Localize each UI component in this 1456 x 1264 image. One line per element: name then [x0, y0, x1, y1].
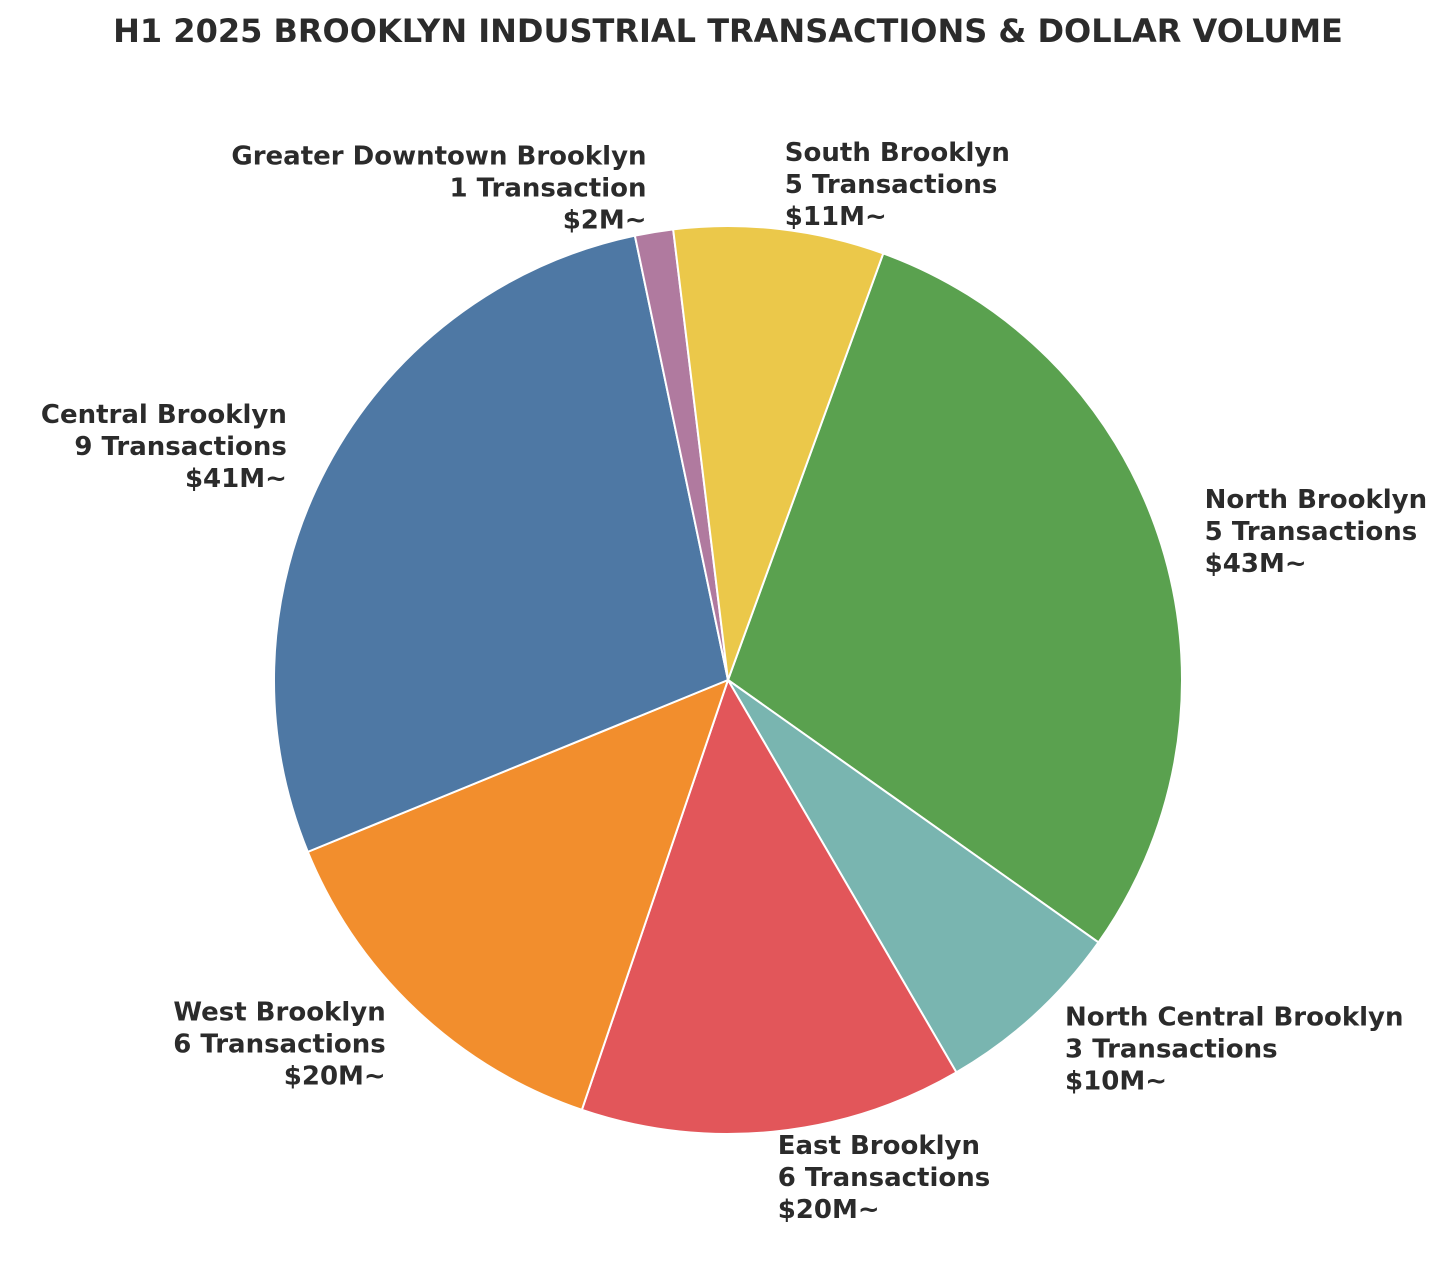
slice-label-name: South Brooklyn	[785, 138, 1010, 168]
slice-label-value: $10M~	[1065, 1066, 1167, 1096]
pie-slice-north-brooklyn	[726, 252, 1183, 944]
slice-label-transactions: 3 Transactions	[1065, 1034, 1278, 1064]
slice-label-south-brooklyn: South Brooklyn 5 Transactions $11M~	[785, 138, 1010, 232]
pie-slice-south-brooklyn	[672, 225, 885, 681]
slice-label-value: $41M~	[185, 464, 287, 494]
slice-label-central-brooklyn: Central Brooklyn 9 Transactions $41M~	[41, 400, 287, 494]
slice-label-transactions: 1 Transaction	[449, 173, 646, 203]
chart-title: H1 2025 BROOKLYN INDUSTRIAL TRANSACTIONS…	[113, 12, 1343, 50]
slice-label-east-brooklyn: East Brooklyn 6 Transactions $20M~	[778, 1131, 991, 1225]
slice-label-name: Central Brooklyn	[41, 400, 287, 430]
pie-labels: North Brooklyn 5 Transactions $43M~North C…	[41, 138, 1427, 1225]
slice-label-name: North Brooklyn	[1205, 485, 1427, 515]
slice-label-value: $11M~	[785, 202, 887, 232]
slice-label-transactions: 5 Transactions	[1205, 517, 1418, 547]
slice-label-value: $43M~	[1205, 549, 1307, 579]
slice-label-value: $20M~	[778, 1195, 880, 1225]
pie-slices	[273, 225, 1183, 1135]
slice-label-value: $2M~	[563, 205, 647, 235]
slice-label-transactions: 5 Transactions	[785, 170, 998, 200]
slice-label-name: West Brooklyn	[173, 998, 385, 1028]
slice-label-name: Greater Downtown Brooklyn	[231, 141, 646, 171]
pie-slice-west-brooklyn	[306, 678, 730, 1112]
pie-slice-north-central-brooklyn	[727, 679, 1100, 1074]
slice-label-transactions: 6 Transactions	[173, 1030, 386, 1060]
slice-label-north-central-brooklyn: North Central Brooklyn 3 Transactions $10M…	[1065, 1002, 1403, 1096]
slice-label-west-brooklyn: West Brooklyn 6 Transactions $20M~	[173, 998, 386, 1092]
slice-label-name: East Brooklyn	[778, 1131, 980, 1161]
pie-slice-central-brooklyn	[273, 234, 730, 854]
slice-label-transactions: 9 Transactions	[74, 432, 287, 462]
slice-label-name: North Central Brooklyn	[1065, 1002, 1403, 1032]
slice-label-north-brooklyn: North Brooklyn 5 Transactions $43M~	[1205, 485, 1427, 579]
slice-label-transactions: 6 Transactions	[778, 1163, 991, 1193]
slice-label-value: $20M~	[284, 1062, 386, 1092]
slice-label-greater-downtown-brooklyn: Greater Downtown Brooklyn 1 Transaction $2…	[231, 141, 646, 235]
pie-slice-east-brooklyn	[580, 677, 958, 1135]
